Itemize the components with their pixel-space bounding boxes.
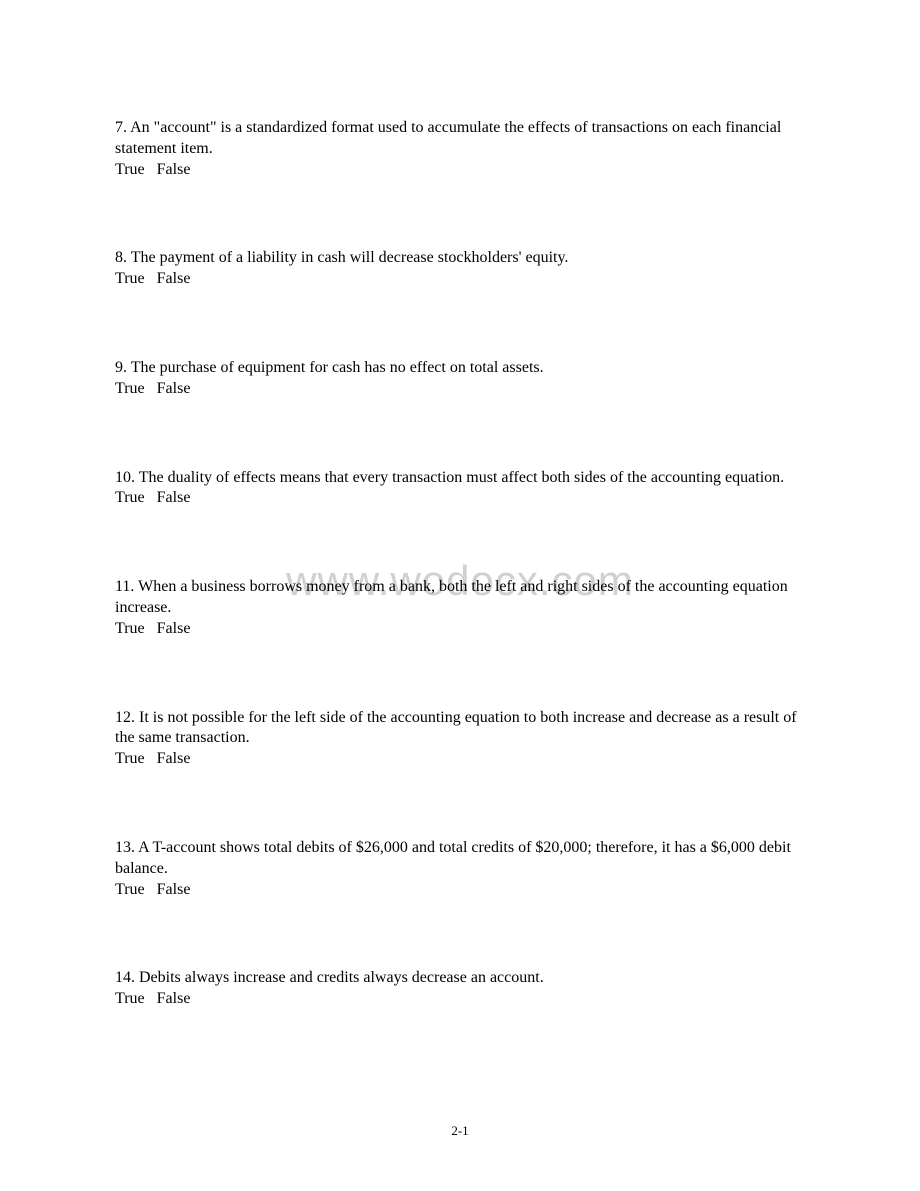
answer-false[interactable]: False [157,620,191,637]
answer-options: True False [115,160,805,181]
question-body: It is not possible for the left side of … [115,709,797,747]
question-block: 9. The purchase of equipment for cash ha… [115,358,805,400]
answer-options: True False [115,269,805,290]
question-number: 8 [115,249,123,266]
answer-false[interactable]: False [157,380,191,397]
answer-options: True False [115,880,805,901]
answer-true[interactable]: True [115,161,145,178]
answer-false[interactable]: False [157,750,191,767]
answer-options: True False [115,989,805,1010]
answer-options: True False [115,379,805,400]
question-text: 11. When a business borrows money from a… [115,577,805,619]
answer-false[interactable]: False [157,489,191,506]
answer-false[interactable]: False [157,270,191,287]
question-number: 11 [115,578,130,595]
question-number: 10 [115,469,131,486]
question-number: 13 [115,839,131,856]
question-block: 14. Debits always increase and credits a… [115,968,805,1010]
answer-false[interactable]: False [157,161,191,178]
question-block: 8. The payment of a liability in cash wi… [115,248,805,290]
question-block: 11. When a business borrows money from a… [115,577,805,639]
question-text: 14. Debits always increase and credits a… [115,968,805,989]
question-body: A T-account shows total debits of $26,00… [115,839,791,877]
answer-options: True False [115,488,805,509]
question-body: The payment of a liability in cash will … [131,249,569,266]
document-page: www.wodocx.com 7. An "account" is a stan… [0,0,920,1191]
question-number: 14 [115,969,131,986]
question-number: 7 [115,119,123,136]
question-number: 9 [115,359,123,376]
question-body: The duality of effects means that every … [139,469,784,486]
question-body: Debits always increase and credits alway… [139,969,544,986]
question-text: 9. The purchase of equipment for cash ha… [115,358,805,379]
question-text: 13. A T-account shows total debits of $2… [115,838,805,880]
answer-true[interactable]: True [115,489,145,506]
question-block: 12. It is not possible for the left side… [115,708,805,770]
answer-true[interactable]: True [115,990,145,1007]
question-text: 8. The payment of a liability in cash wi… [115,248,805,269]
answer-false[interactable]: False [157,990,191,1007]
page-number: 2-1 [0,1123,920,1139]
question-text: 12. It is not possible for the left side… [115,708,805,750]
question-text: 10. The duality of effects means that ev… [115,468,805,489]
question-block: 13. A T-account shows total debits of $2… [115,838,805,900]
answer-options: True False [115,619,805,640]
content-area: 7. An "account" is a standardized format… [115,118,805,1010]
question-body: The purchase of equipment for cash has n… [131,359,544,376]
answer-false[interactable]: False [157,881,191,898]
question-text: 7. An "account" is a standardized format… [115,118,805,160]
answer-true[interactable]: True [115,750,145,767]
question-body: An "account" is a standardized format us… [115,119,781,157]
answer-true[interactable]: True [115,380,145,397]
answer-options: True False [115,749,805,770]
question-body: When a business borrows money from a ban… [115,578,788,616]
answer-true[interactable]: True [115,270,145,287]
question-number: 12 [115,709,131,726]
answer-true[interactable]: True [115,881,145,898]
question-block: 7. An "account" is a standardized format… [115,118,805,180]
question-block: 10. The duality of effects means that ev… [115,468,805,510]
answer-true[interactable]: True [115,620,145,637]
